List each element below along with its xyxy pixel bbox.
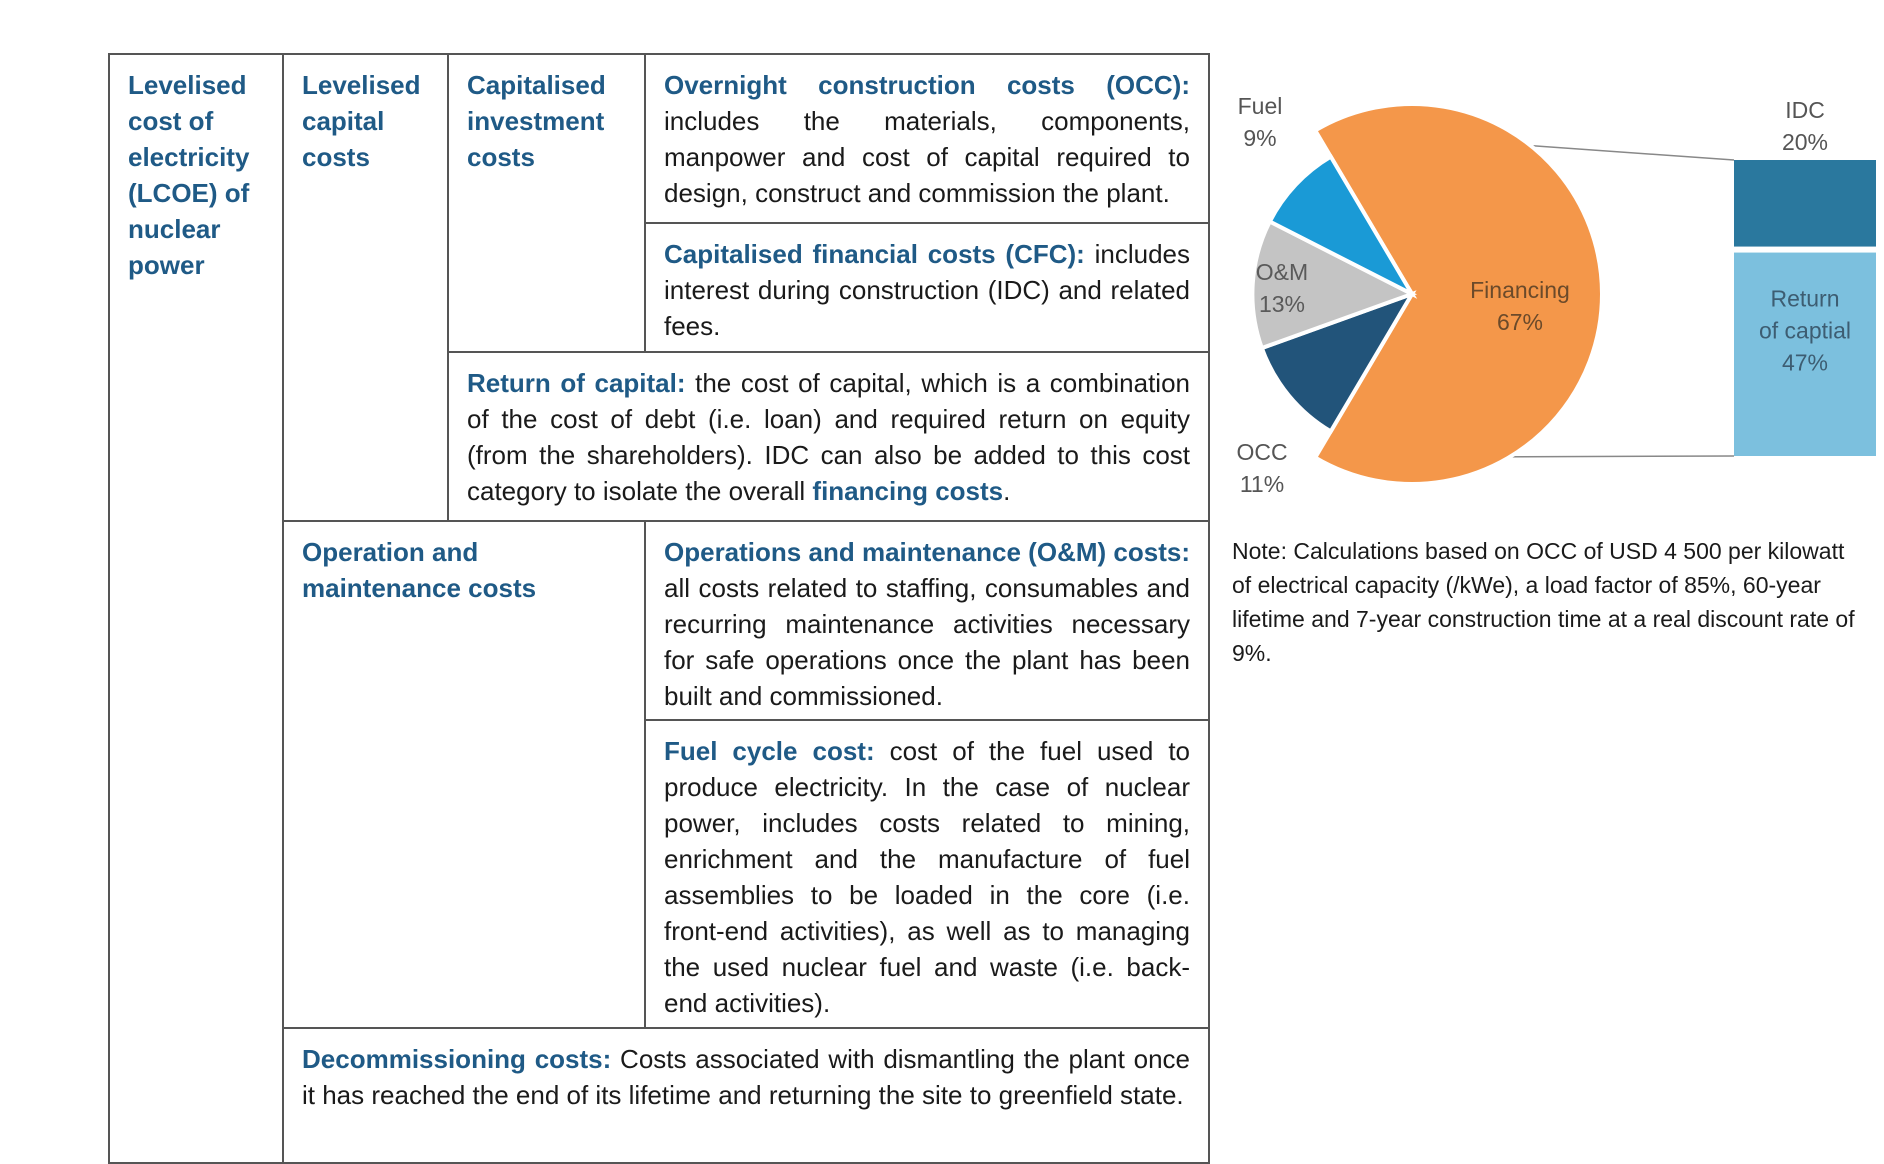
pie-slice-financing [1312, 102, 1604, 486]
occ-text: includes the materials, components, manp… [664, 106, 1190, 208]
chart-note: Note: Calculations based on OCC of USD 4… [1232, 538, 1855, 666]
pie-label-financing: Financing [1470, 277, 1570, 303]
pie-slice-occ [1259, 290, 1417, 435]
bar-value-return-of-captial: 47% [1782, 350, 1828, 376]
pie-value-occ: 11% [1240, 471, 1284, 497]
lcoe-table: Levelised cost of electricity (LCOE) of … [108, 53, 1210, 1164]
decom-title: Decommissioning costs: [302, 1044, 612, 1074]
lcoe-heading: Levelised cost of electricity (LCOE) of … [128, 70, 250, 280]
capitalised-investment-heading: Capitalised investment costs [467, 70, 606, 172]
decom-text: Costs associated with dismantling the pl… [302, 1044, 1191, 1110]
fuel-title: Fuel cycle cost: [664, 736, 875, 766]
om-text: all costs related to staffing, consumabl… [664, 573, 1190, 711]
bar-label-idc: IDC [1785, 97, 1825, 123]
financing-costs-keyword: financing costs [812, 476, 1004, 506]
bar-segment-return-of-captial [1734, 252, 1876, 456]
cell-om-costs: Operation and maintenance costs [282, 520, 646, 1029]
om-costs-heading: Operation and maintenance costs [302, 537, 537, 603]
cell-lcoe: Levelised cost of electricity (LCOE) of … [108, 53, 284, 1164]
cell-capitalised-investment: Capitalised investment costs [447, 53, 646, 353]
om-title: Operations and maintenance (O&M) costs: [664, 537, 1190, 567]
cell-fuel: Fuel cycle cost: cost of the fuel used t… [644, 719, 1210, 1029]
bar-segment-idc [1734, 160, 1876, 247]
pie-label-o-m: O&M [1256, 259, 1308, 285]
bar-value-idc: 20% [1782, 129, 1828, 155]
pie-value-o-m: 13% [1259, 291, 1305, 317]
return-capital-text: the cost of capital, which is a combinat… [467, 368, 1190, 506]
bar-label-return-of-captial-line2: of captial [1759, 318, 1851, 344]
fuel-text: cost of the fuel used to produce electri… [664, 736, 1191, 1018]
occ-title: Overnight construction costs (OCC): [664, 70, 1190, 100]
pie-value-financing: 67% [1497, 309, 1543, 335]
pie-label-fuel: Fuel [1238, 93, 1283, 119]
cell-levelised-capital: Levelised capital costs [282, 53, 449, 522]
return-capital-title: Return of capital: [467, 368, 686, 398]
levelised-capital-heading: Levelised capital costs [302, 70, 421, 172]
cell-occ: Overnight construction costs (OCC): incl… [644, 53, 1210, 224]
cell-return-capital: Return of capital: the cost of capital, … [447, 351, 1210, 522]
return-capital-end: . [1003, 476, 1011, 506]
pie-slice-fuel [1267, 153, 1418, 299]
pie-label-occ: OCC [1236, 439, 1287, 465]
cell-decom: Decommissioning costs: Costs associated … [282, 1027, 1210, 1164]
cost-breakdown-chart: Financing 67% OCC 11% O&M 13% Fuel 9% IDC 20% Retu… [1236, 93, 1876, 497]
cell-om: Operations and maintenance (O&M) costs: … [644, 520, 1210, 721]
bar-label-return-of-captial: Return [1770, 286, 1839, 312]
pie-value-fuel: 9% [1243, 125, 1276, 151]
pie-slice-o-m [1250, 218, 1418, 351]
cfc-title: Capitalised financial costs (CFC): [664, 239, 1085, 269]
cell-cfc: Capitalised financial costs (CFC): inclu… [644, 222, 1210, 353]
cfc-text: includes interest during construction (I… [664, 239, 1190, 341]
